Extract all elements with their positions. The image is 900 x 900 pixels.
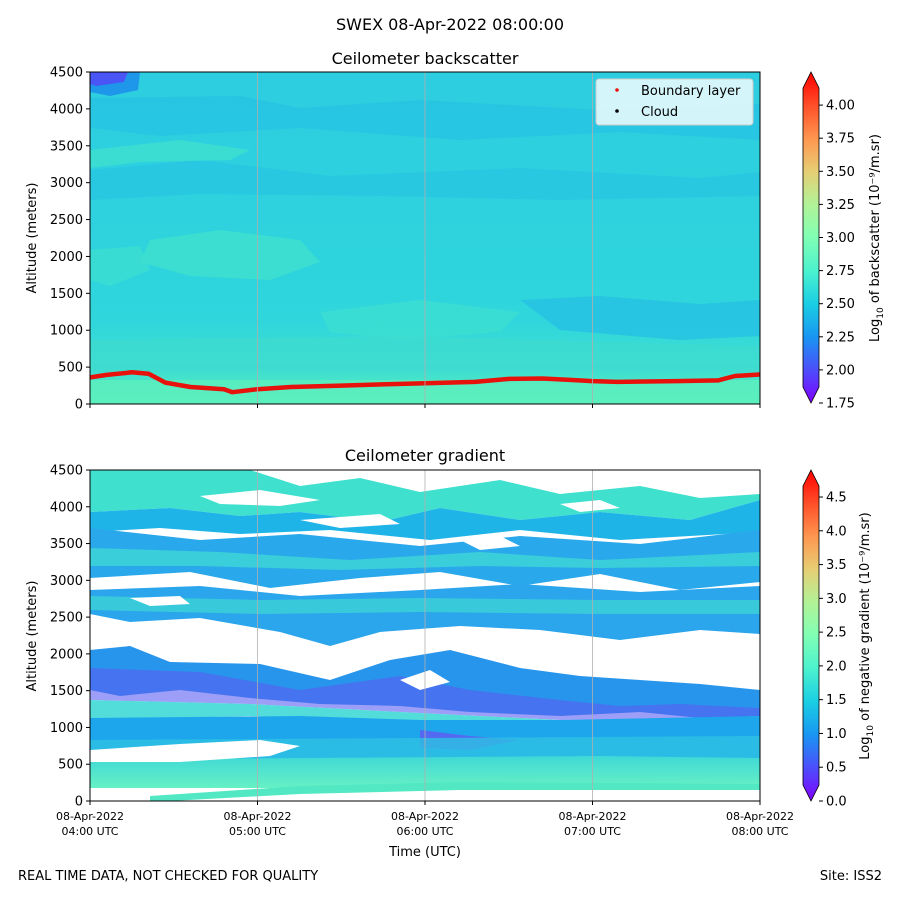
x-tick-label-date: 08-Apr-2022 <box>56 810 124 823</box>
colorbar-tick-label: 1.5 <box>826 693 847 708</box>
y-tick-label: 4500 <box>50 66 83 81</box>
y-tick-label: 2500 <box>50 213 83 228</box>
backscatter-colorbar-ticks: 1.75 2.00 2.25 2.50 2.75 3.00 3.25 3.50 3.75 4.00 <box>819 99 855 412</box>
x-tick-label-time: 07:00 UTC <box>564 825 621 838</box>
backscatter-heatmap <box>90 72 760 404</box>
y-tick-label: 2500 <box>50 611 83 626</box>
legend-cloud-label: Cloud <box>641 105 678 120</box>
colorbar-tick-label: 3.75 <box>826 132 855 147</box>
y-tick-label: 1000 <box>50 324 83 339</box>
backscatter-panel: Ceilometer backscatter Altitude (meters)… <box>25 49 886 413</box>
backscatter-x-ticks <box>89 404 761 408</box>
y-tick-label: 3500 <box>50 139 83 154</box>
y-tick-label: 2000 <box>50 250 83 265</box>
legend: Boundary layer Cloud <box>595 78 754 126</box>
gradient-y-ticks: 0 500 1000 1500 2000 2500 3000 3500 4000 4500 <box>50 464 90 810</box>
y-tick-label: 3000 <box>50 574 83 589</box>
y-tick-label: 1500 <box>50 684 83 699</box>
colorbar-tick-label: 3.25 <box>826 198 855 213</box>
gradient-title: Ceilometer gradient <box>345 446 505 465</box>
colorbar-tick-label: 0.0 <box>826 795 847 810</box>
boundary-layer-line <box>90 370 760 395</box>
colorbar-tick-label: 2.5 <box>826 626 847 641</box>
legend-marker-boundary-layer <box>615 88 619 92</box>
gradient-colorbar-label: Log10 of negative gradient (10⁻⁹/m.sr) <box>858 512 876 759</box>
gradient-colorbar-bar <box>802 469 820 802</box>
backscatter-colorbar-bar <box>802 71 820 404</box>
colorbar-tick-label: 2.75 <box>826 264 855 279</box>
x-tick-label-date: 08-Apr-2022 <box>726 810 794 823</box>
colorbar-tick-label: 2.0 <box>826 659 847 674</box>
backscatter-y-label: Altitude (meters) <box>25 183 40 294</box>
colorbar-tick-label: 2.25 <box>826 330 855 345</box>
colorbar-tick-label: 1.0 <box>826 727 847 742</box>
backscatter-y-ticks: 0 500 1000 1500 2000 2500 3000 3500 4000 4500 <box>50 66 90 413</box>
legend-boundary-layer-label: Boundary layer <box>641 84 741 99</box>
y-tick-label: 4000 <box>50 102 83 117</box>
x-tick-label-date: 08-Apr-2022 <box>558 810 626 823</box>
colorbar-tick-label: 3.00 <box>826 231 855 246</box>
backscatter-title: Ceilometer backscatter <box>332 49 519 68</box>
site-label: Site: ISS2 <box>819 869 882 884</box>
y-tick-label: 4500 <box>50 464 83 479</box>
gradient-heatmap <box>90 470 760 801</box>
x-tick-label-time: 08:00 UTC <box>731 825 788 838</box>
y-tick-label: 0 <box>75 795 83 810</box>
colorbar-tick-label: 4.00 <box>826 99 855 114</box>
colorbar-tick-label: 3.5 <box>826 558 847 573</box>
y-tick-label: 2000 <box>50 647 83 662</box>
x-tick-label-time: 04:00 UTC <box>61 825 118 838</box>
x-tick-label-date: 08-Apr-2022 <box>391 810 459 823</box>
x-tick-label-time: 06:00 UTC <box>396 825 453 838</box>
y-tick-label: 4000 <box>50 500 83 515</box>
x-tick-label-time: 05:00 UTC <box>229 825 286 838</box>
y-tick-label: 3500 <box>50 537 83 552</box>
colorbar-tick-label: 0.5 <box>826 761 847 776</box>
colorbar-tick-label: 3.50 <box>826 165 855 180</box>
colorbar-tick-label: 1.75 <box>826 397 855 412</box>
y-tick-label: 500 <box>58 758 83 773</box>
gradient-colorbar-ticks: 0.0 0.5 1.0 1.5 2.0 2.5 3.0 3.5 4.0 4.5 <box>819 491 847 810</box>
colorbar-tick-label: 4.5 <box>826 491 847 506</box>
colorbar-tick-label: 3.0 <box>826 592 847 607</box>
gradient-y-label: Altitude (meters) <box>25 581 40 692</box>
y-tick-label: 3000 <box>50 176 83 191</box>
legend-marker-cloud <box>615 109 619 113</box>
backscatter-colorbar: 1.75 2.00 2.25 2.50 2.75 3.00 3.25 3.50 3.75 4.00… <box>802 71 886 412</box>
y-tick-label: 1000 <box>50 721 83 736</box>
gradient-colorbar: 0.0 0.5 1.0 1.5 2.0 2.5 3.0 3.5 4.0 4.5 Log10 of … <box>802 469 876 810</box>
gradient-panel: Ceilometer gradient Altitude (meters) Ti… <box>25 446 876 860</box>
colorbar-tick-label: 2.00 <box>826 363 855 378</box>
colorbar-tick-label: 2.50 <box>826 297 855 312</box>
x-tick-label-date: 08-Apr-2022 <box>223 810 291 823</box>
gradient-x-label: Time (UTC) <box>388 845 461 860</box>
colorbar-tick-label: 4.0 <box>826 524 847 539</box>
gradient-x-ticks: 08-Apr-2022 04:00 UTC 08-Apr-2022 05:00 UTC… <box>56 801 794 838</box>
backscatter-colorbar-label: Log10 of backscatter (10⁻⁹/m.sr) <box>868 134 886 342</box>
quality-disclaimer: REAL TIME DATA, NOT CHECKED FOR QUALITY <box>18 869 319 884</box>
y-tick-label: 1500 <box>50 287 83 302</box>
y-tick-label: 0 <box>75 398 83 413</box>
y-tick-label: 500 <box>58 361 83 376</box>
legend-box <box>595 78 754 126</box>
figure-suptitle: SWEX 08-Apr-2022 08:00:00 <box>335 15 564 34</box>
